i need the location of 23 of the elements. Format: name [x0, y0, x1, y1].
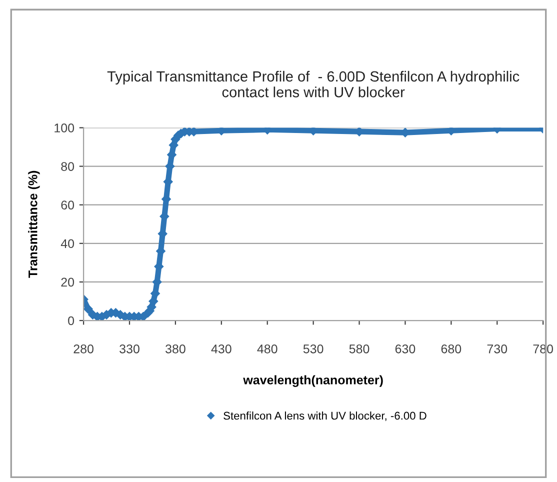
x-tick-label: 630 — [395, 344, 416, 354]
y-tick-label: 40 — [60, 239, 74, 248]
x-tick-label: 530 — [303, 344, 324, 354]
y-tick-label: 100 — [54, 124, 74, 132]
legend-label: Stenfilcon A lens with UV blocker, -6.00 D — [224, 412, 426, 421]
x-tick-label: 680 — [441, 344, 462, 354]
x-tick-label: 280 — [74, 344, 94, 354]
point — [148, 296, 158, 306]
x-tick-label: 430 — [211, 344, 232, 354]
y-axis-title: Transmittance (%) — [28, 170, 40, 278]
x-tick-label: 730 — [487, 344, 508, 354]
x-tick-label: 780 — [533, 344, 554, 354]
x-axis-title: wavelength(nanometer) — [243, 375, 383, 387]
chart-title: Typical Transmittance Profile of - 6.00D Stenfilcon A hydrophilic contact lens with UV blocker — [107, 70, 520, 98]
x-tick-label: 580 — [349, 344, 370, 354]
x-tick-label: 330 — [120, 344, 140, 354]
point — [84, 304, 93, 314]
y-tick-label: 60 — [61, 200, 74, 210]
y-tick-label: 0 — [68, 316, 74, 326]
x-tick-label: 480 — [257, 344, 278, 354]
x-tick-label: 380 — [166, 344, 186, 354]
y-tick-label: 20 — [61, 278, 74, 287]
y-tick-label: 80 — [61, 162, 74, 171]
